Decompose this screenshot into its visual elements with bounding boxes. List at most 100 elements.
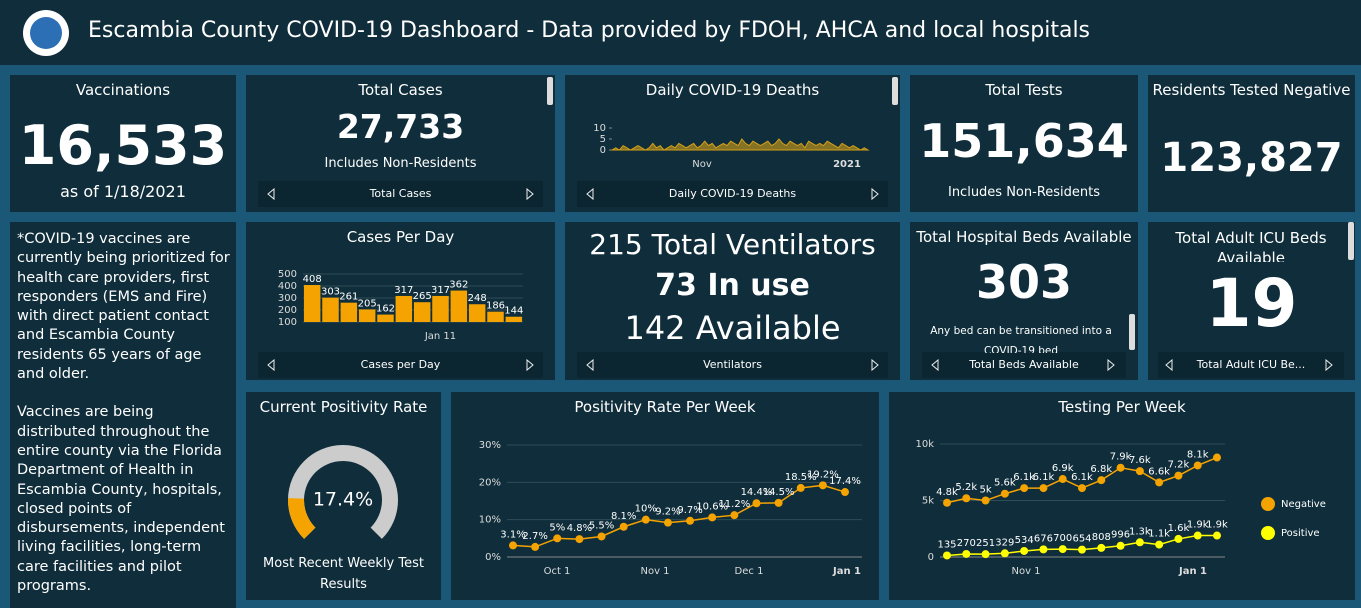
data-label: 1.9k — [1206, 520, 1228, 531]
legend-label: Positive — [1281, 528, 1320, 539]
data-label: 8.1% — [611, 511, 636, 522]
bar — [450, 290, 468, 322]
header-title: Escambia County COVID-19 Dashboard - Dat… — [88, 18, 1091, 43]
data-label: 4.8k — [936, 487, 958, 498]
county-seal — [23, 10, 69, 56]
data-label: 700 — [1053, 533, 1072, 544]
nav-label[interactable]: Daily COVID-19 Deaths — [668, 187, 797, 200]
point — [575, 535, 584, 544]
data-label: 6.8k — [1090, 464, 1112, 475]
point — [1000, 549, 1009, 558]
data-label: 6.1k — [1033, 472, 1055, 483]
point — [1039, 545, 1048, 554]
nav-bar[interactable] — [258, 352, 543, 378]
data-label: 534 — [1015, 535, 1034, 546]
scrollbar[interactable] — [1348, 222, 1354, 260]
data-label: 5% — [549, 522, 565, 533]
area — [610, 138, 870, 151]
x-tick-label: Jan 1 — [832, 566, 861, 577]
point — [752, 499, 761, 508]
nav-bar[interactable] — [577, 181, 888, 207]
y-tick-label: 20% — [479, 477, 501, 488]
data-label: 329 — [995, 537, 1014, 548]
point — [943, 551, 951, 560]
point — [796, 483, 805, 492]
point — [730, 511, 739, 520]
card-value: 19 — [1205, 265, 1298, 342]
card-subtitle: as of 1/18/2021 — [60, 182, 186, 201]
nav-label[interactable]: Ventilators — [703, 358, 762, 371]
nav-bar[interactable] — [577, 352, 888, 378]
x-tick-label: Nov — [692, 159, 712, 170]
bar — [432, 295, 449, 322]
y-tick-label: 5k — [922, 496, 934, 507]
nav-label[interactable]: Total Cases — [369, 187, 432, 200]
nav-bar[interactable] — [922, 352, 1126, 378]
y-tick-label: 300 — [278, 293, 297, 304]
nav-label[interactable]: Total Beds Available — [969, 358, 1079, 371]
panel — [1148, 75, 1355, 212]
point — [686, 516, 695, 525]
x-tick-label: 2021 — [833, 159, 861, 170]
y-tick-label: 10 — [593, 123, 606, 134]
nav-bar[interactable] — [258, 181, 543, 207]
point — [981, 550, 990, 559]
point — [1213, 531, 1221, 540]
nav-label[interactable]: Total Adult ICU Be... — [1196, 358, 1306, 371]
nav-arrows[interactable] — [267, 187, 1333, 372]
data-label: 303 — [321, 287, 340, 298]
card-caption: Most Recent Weekly Test Results — [263, 556, 424, 592]
ventilator-in-use: 73 In use — [655, 268, 810, 303]
data-label: 270 — [957, 538, 976, 549]
card-title: Cases Per Day — [346, 228, 455, 246]
card-value: 303 — [975, 255, 1073, 309]
data-label: 7.9k — [1110, 452, 1132, 463]
data-label: 10% — [635, 504, 657, 515]
y-tick-label: 100 — [278, 317, 297, 328]
ventilator-total: 215 Total Ventilators — [589, 228, 876, 261]
point — [1116, 463, 1125, 472]
data-label: 362 — [449, 280, 468, 291]
nav-label[interactable]: Cases per Day — [360, 358, 441, 371]
legend-swatch — [1261, 497, 1275, 511]
point — [597, 532, 606, 541]
nav-bar[interactable] — [1158, 352, 1344, 378]
ventilator-available: 142 Available — [624, 309, 841, 347]
card-title: Current Positivity Rate — [259, 398, 428, 416]
point — [962, 494, 971, 503]
point — [981, 496, 990, 505]
gauge-value — [288, 498, 316, 539]
point — [1078, 484, 1086, 493]
scrollbar[interactable] — [892, 77, 898, 105]
point — [1078, 545, 1086, 554]
data-label: 17.4% — [829, 476, 861, 487]
card-title: Residents Tested Negative — [1152, 81, 1351, 99]
data-label: 7.6k — [1129, 455, 1151, 466]
scrollbar[interactable] — [1129, 314, 1135, 350]
point — [663, 518, 672, 527]
y-tick-label: 5 — [600, 134, 606, 145]
point — [1213, 453, 1221, 462]
panel — [910, 75, 1138, 212]
bar — [340, 302, 358, 322]
bar — [395, 295, 413, 322]
point — [1039, 484, 1048, 493]
card-title: Daily COVID-19 Deaths — [645, 81, 820, 99]
bar — [413, 302, 431, 322]
bar — [358, 309, 376, 322]
point — [1058, 545, 1067, 554]
point — [1000, 489, 1009, 498]
scrollbar[interactable] — [547, 77, 553, 105]
point — [1097, 543, 1106, 552]
chart-title: Testing Per Week — [1058, 398, 1186, 416]
panel — [246, 392, 441, 600]
data-label: 186 — [486, 301, 505, 312]
data-label: 317 — [431, 285, 450, 296]
x-tick-label: Nov 1 — [1011, 566, 1040, 577]
y-tick-label: 30% — [479, 440, 501, 451]
data-label: 261 — [339, 292, 358, 303]
data-label: 1.9k — [1187, 520, 1209, 531]
paragraph: Vaccines are being distributed throughou… — [17, 404, 225, 595]
data-label: 8.1k — [1187, 449, 1209, 460]
